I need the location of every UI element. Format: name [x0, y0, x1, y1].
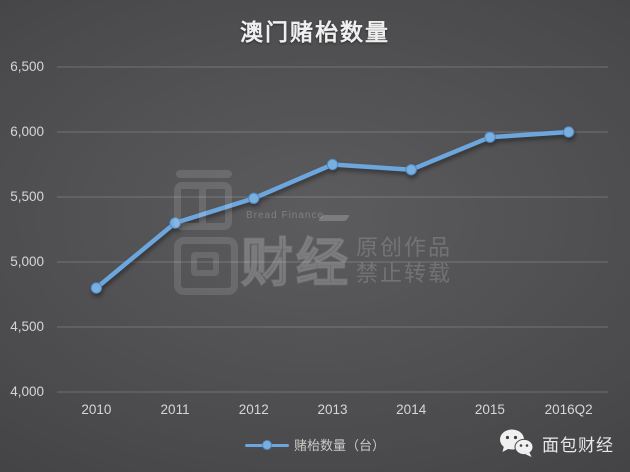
footer-brand-label: 面包财经: [542, 435, 614, 455]
y-axis-tick-label: 6,500: [10, 59, 44, 74]
series-line: [94, 129, 571, 291]
legend-label: 赌枱数量（台）: [293, 438, 385, 453]
chart-title: 澳门赌枱数量: [240, 19, 390, 45]
data-point-marker: [248, 192, 260, 205]
wechat-footer: 面包财经: [498, 427, 614, 459]
legend-line-marker-icon: [244, 439, 289, 451]
data-point-marker: [484, 131, 496, 143]
data-point-marker: [169, 217, 181, 229]
y-axis-tick-label: 4,500: [10, 319, 44, 334]
data-point-marker: [405, 164, 417, 176]
x-axis-tick-label: 2015: [474, 402, 505, 417]
data-point-marker: [562, 126, 575, 138]
x-axis-tick-label: 2013: [317, 402, 348, 417]
x-axis-tick-label: 2014: [396, 402, 427, 417]
y-axis-tick-label: 4,000: [10, 384, 44, 399]
y-axis-tick-label: 5,500: [10, 189, 44, 204]
y-axis-tick-label: 5,000: [10, 254, 44, 269]
data-point-marker: [90, 282, 103, 294]
x-axis-tick-label: 2012: [238, 402, 269, 417]
x-axis-tick-label: 2016Q2: [544, 402, 593, 417]
legend: 赌枱数量（台）: [0, 435, 630, 454]
wechat-icon: [500, 429, 534, 457]
x-axis-tick-label: 2010: [81, 402, 112, 417]
y-axis-tick-label: 6,000: [10, 124, 44, 139]
x-axis-tick-label: 2011: [160, 402, 190, 417]
data-point-marker: [326, 158, 339, 171]
